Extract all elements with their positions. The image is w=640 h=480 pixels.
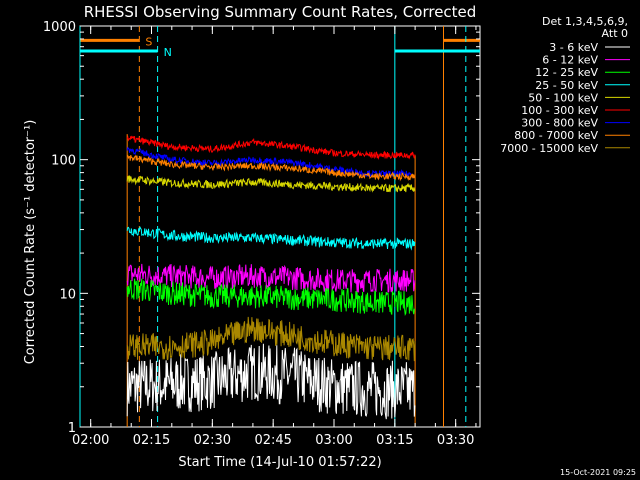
series-group [126,263,416,294]
legend-label: 12 - 25 keV [535,66,598,79]
y-tick-label: 100 [51,154,76,169]
x-tick-label: 03:30 [437,433,474,448]
series-group [126,278,416,317]
chart-marks: SN [79,26,480,427]
x-tick-label: 02:15 [133,433,170,448]
series-line-1 [126,263,416,294]
y-tick-label: 1000 [43,20,76,35]
x-tick-label: 02:30 [194,433,231,448]
legend-header-line: Att 0 [602,27,628,40]
legend-label: 7000 - 15000 keV [500,142,598,155]
legend-label: 50 - 100 keV [528,91,598,104]
legend-header-line: Det 1,3,4,5,6,9, [542,15,628,28]
series-line-4 [126,175,416,193]
footer-timestamp: 15-Oct-2021 09:25 [560,468,636,477]
y-tick-label: 1 [68,421,76,436]
series-line-3 [126,226,416,251]
x-tick-label: 02:00 [72,433,109,448]
x-tick-label: 03:15 [376,433,413,448]
x-tick-label: 02:45 [254,433,291,448]
chart-title: RHESSI Observing Summary Count Rates, Co… [84,3,477,21]
series-line-8 [126,316,416,362]
series-group [126,154,416,182]
annotation-label-n: N [164,46,172,59]
legend-label: 6 - 12 keV [542,54,598,67]
legend-label: 800 - 7000 keV [514,129,598,142]
series-group [126,226,416,251]
series-group [126,343,416,420]
legend-label: 25 - 50 keV [535,79,598,92]
y-tick-label: 10 [59,287,76,302]
series-line-0 [126,343,416,420]
legend-label: 300 - 800 keV [521,117,598,130]
x-tick-label: 03:00 [315,433,352,448]
series-line-5 [126,135,416,160]
axes: 02:00 02:15 02:30 02:45 03:00 03:15 03:30 1 10 10… [43,20,480,448]
series-line-7 [126,154,416,182]
legend-label: 100 - 300 keV [521,104,598,117]
y-axis-label: Corrected Count Rate (s⁻¹ detector⁻¹) [23,120,38,365]
series-line-2 [126,278,416,317]
x-axis-label: Start Time (14-Jul-10 01:57:22) [178,455,381,470]
series-group [126,316,416,362]
series-group [126,135,416,160]
annotation-label-s: S [145,35,152,48]
legend-label: 3 - 6 keV [549,41,598,54]
series-group [126,175,416,193]
